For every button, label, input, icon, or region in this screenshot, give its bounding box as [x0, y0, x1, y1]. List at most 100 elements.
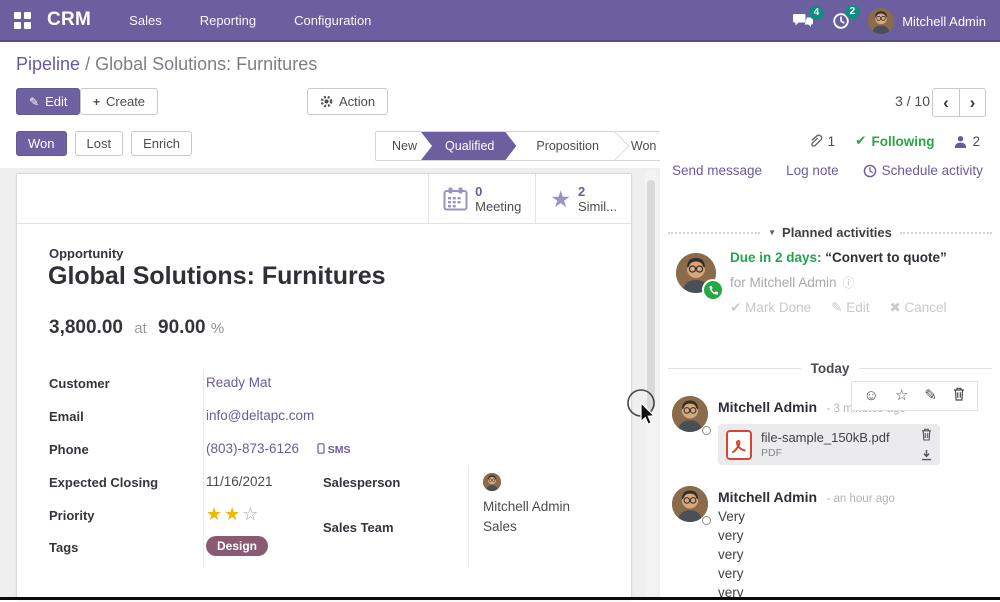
phone-activity-badge [702, 279, 724, 301]
meetings-label: Meeting [475, 198, 522, 214]
record-type-label: Opportunity [49, 246, 124, 261]
user-avatar [868, 8, 895, 34]
vertical-scrollbar[interactable] [645, 170, 657, 600]
stat-button-row: 0 Meeting ★ 2 Simil... [17, 174, 631, 224]
chatter-topbar: 1 ✔ Following 2 [808, 133, 980, 149]
messages-button[interactable]: 4 [792, 5, 825, 30]
activity-due: Due in 2 days: [730, 250, 822, 265]
send-message-link[interactable]: Send message [672, 163, 763, 178]
breadcrumb-pipeline[interactable]: Pipeline [16, 54, 81, 74]
meetings-count: 0 [475, 183, 483, 199]
stage-won-label: Won [630, 139, 657, 153]
topbar-right: 4 2 Mitchell Admin [792, 0, 986, 42]
message-author[interactable]: Mitchell Admin [718, 489, 818, 505]
activity-clock-icon [833, 13, 849, 29]
attachments-button[interactable]: 1 [808, 134, 835, 149]
message-line: very [718, 528, 744, 543]
customer-value[interactable]: Ready Mat [206, 375, 272, 390]
phone-row: (803)-873-6126 SMS [206, 441, 351, 456]
stage-qualified-active[interactable]: Qualified [421, 132, 516, 160]
menu-sales[interactable]: Sales [129, 12, 162, 28]
stage-proposition[interactable]: Proposition [514, 132, 615, 160]
phone-icon [708, 285, 718, 295]
email-value[interactable]: info@deltapc.com [206, 408, 315, 423]
presence-dot [702, 516, 711, 525]
breadcrumb: Pipeline / Global Solutions: Furnitures [16, 54, 317, 75]
priority-star-3[interactable]: ☆ [242, 504, 261, 524]
delete-message-icon[interactable] [953, 387, 965, 405]
enrich-button[interactable]: Enrich [131, 131, 192, 156]
apps-grid-icon[interactable] [14, 11, 31, 29]
expected-closing-value: 11/16/2021 [206, 474, 273, 489]
activities-button[interactable]: 2 [832, 5, 861, 30]
create-button[interactable]: + Create [80, 88, 159, 115]
messages-badge: 4 [808, 5, 825, 20]
menu-configuration[interactable]: Configuration [294, 12, 372, 28]
pager-previous-button[interactable]: ‹ [932, 88, 959, 117]
message-header: Mitchell Admin - an hour ago [718, 489, 895, 507]
pager-counter: 3 / 10 [894, 93, 930, 109]
add-reaction-icon[interactable]: ☺ [863, 387, 879, 404]
create-button-label: Create [106, 94, 146, 109]
schedule-activity-link[interactable]: Schedule activity [863, 163, 983, 178]
cross-icon: ✖ [889, 300, 901, 315]
sales-team-value[interactable]: Sales [483, 519, 517, 534]
attachment-meta: file-sample_150kB.pdf PDF [761, 429, 912, 460]
stage-new[interactable]: New [376, 132, 433, 160]
expected-closing-label: Expected Closing [49, 475, 159, 490]
mark-done-button[interactable]: ✔ Mark Done [730, 300, 811, 316]
pencil-icon: ✎ [831, 300, 843, 315]
caret-down-icon: ▼ [768, 228, 777, 237]
message-line: very [718, 547, 744, 562]
stage-qualified-label: Qualified [445, 139, 495, 153]
pager-next-button[interactable]: › [959, 88, 986, 117]
pdf-file-icon [726, 429, 752, 460]
log-note-link[interactable]: Log note [786, 163, 839, 178]
won-label: Won [28, 136, 55, 151]
stage-won[interactable]: Won [615, 132, 672, 160]
message-hover-toolbar: ☺ ☆ ✎ [850, 381, 978, 411]
today-divider: Today [668, 361, 993, 376]
similar-count: 2 [578, 183, 586, 199]
salesperson-name: Mitchell Admin [483, 499, 571, 514]
message-author[interactable]: Mitchell Admin [718, 399, 818, 415]
similar-stat-button[interactable]: ★ 2 Simil... [535, 174, 631, 223]
edit-message-icon[interactable]: ✎ [924, 387, 937, 404]
menu-reporting[interactable]: Reporting [199, 12, 257, 28]
pencil-icon: ✎ [29, 94, 40, 109]
sms-link[interactable]: SMS [317, 443, 351, 456]
attachment-card[interactable]: file-sample_150kB.pdf PDF [718, 424, 940, 465]
meetings-stat-button[interactable]: 0 Meeting [428, 174, 535, 223]
followers-button[interactable]: 2 [954, 134, 980, 149]
message-avatar [672, 396, 708, 432]
window-bottom-edge [0, 597, 1000, 600]
email-label: Email [49, 409, 84, 424]
user-menu[interactable]: Mitchell Admin [868, 8, 986, 34]
app-name[interactable]: CRM [47, 9, 92, 30]
scrollbar-handle[interactable] [647, 180, 655, 410]
action-button-label: Action [339, 94, 376, 109]
star-message-icon[interactable]: ☆ [894, 387, 909, 404]
activity-edit-button[interactable]: ✎ Edit [831, 300, 869, 316]
enrich-label: Enrich [143, 136, 180, 151]
similar-label: Simil... [578, 198, 617, 214]
edit-button[interactable]: ✎ Edit [16, 88, 81, 115]
at-label: at [134, 320, 147, 337]
phone-value[interactable]: (803)-873-6126 [206, 441, 300, 456]
person-icon [955, 135, 967, 148]
attachment-delete-icon[interactable] [921, 428, 932, 441]
priority-star-2[interactable]: ★ [224, 504, 243, 524]
activity-cancel-button[interactable]: ✖ Cancel [889, 300, 946, 316]
field-column-divider-2 [468, 466, 469, 568]
chatter-actions: Send message Log note Schedule activity [672, 163, 983, 178]
won-button[interactable]: Won [16, 131, 67, 156]
opportunity-form-card: 0 Meeting ★ 2 Simil... Opportunity Globa… [16, 173, 632, 600]
action-button[interactable]: Action [307, 88, 389, 115]
planned-activities-toggle[interactable]: ▼ Planned activities [768, 225, 892, 240]
lost-button[interactable]: Lost [74, 131, 124, 156]
salesperson-value[interactable]: Mitchell Admin [483, 473, 587, 517]
priority-star-1[interactable]: ★ [206, 504, 225, 524]
attachment-download-icon[interactable] [921, 449, 932, 461]
gear-icon [320, 95, 333, 108]
following-button[interactable]: ✔ Following [855, 133, 934, 149]
